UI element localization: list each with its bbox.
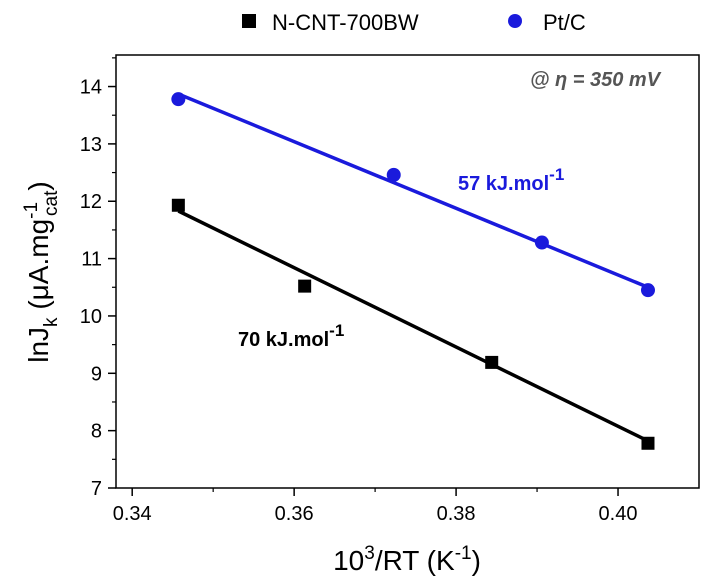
annotation-ptc: 57 kJ.mol-1 — [458, 165, 564, 195]
annotation-n-cnt: 70 kJ.mol-1 — [238, 321, 344, 351]
data-point-n-cnt — [298, 279, 312, 293]
annotation-ptc-sup: -1 — [549, 165, 564, 184]
data-point-ptc — [386, 167, 401, 182]
y-tick-label: 13 — [80, 134, 102, 156]
data-point-n-cnt — [641, 436, 655, 450]
data-point-ptc — [171, 92, 186, 107]
y-axis-title: lnJk (μA.mg-1cat) — [21, 181, 62, 362]
annotation-n-cnt-text: 70 kJ.mol — [238, 329, 329, 351]
y-tick-label: 7 — [91, 478, 102, 500]
axes: 0.34 0.36 0.38 0.40 7 8 9 10 11 12 13 14 — [80, 57, 638, 525]
y-tick-label: 12 — [80, 191, 102, 213]
x-tick-label: 0.36 — [275, 503, 314, 525]
y-tick-label: 14 — [80, 77, 102, 99]
y-tick-label: 9 — [91, 363, 102, 385]
data-points — [171, 92, 655, 450]
x-tick-label: 0.40 — [599, 503, 638, 525]
legend: N-CNT-700BW Pt/C — [242, 10, 586, 35]
x-tick-label: 0.34 — [113, 503, 152, 525]
legend-marker-ptc — [508, 14, 522, 28]
y-tick-label: 8 — [91, 421, 102, 443]
data-point-ptc — [534, 235, 549, 250]
plot-frame — [115, 54, 700, 489]
y-tick-label: 11 — [81, 249, 102, 271]
annotation-ptc-text: 57 kJ.mol — [458, 173, 549, 195]
fit-lines — [177, 92, 649, 443]
y-tick-label: 10 — [80, 306, 102, 328]
data-point-ptc — [640, 283, 655, 298]
legend-label-ptc: Pt/C — [543, 10, 586, 35]
fit-line-ptc — [177, 92, 649, 289]
fit-line-n-cnt — [177, 209, 649, 443]
legend-label-n-cnt: N-CNT-700BW — [272, 10, 419, 35]
annotation-n-cnt-sup: -1 — [329, 321, 344, 340]
condition-label: @ η = 350 mV — [530, 69, 662, 91]
legend-marker-n-cnt — [242, 14, 256, 28]
data-point-n-cnt — [171, 198, 185, 212]
data-point-n-cnt — [485, 355, 499, 369]
x-axis-title: 103/RT (K-1) — [333, 543, 481, 576]
x-tick-label: 0.38 — [437, 503, 476, 525]
